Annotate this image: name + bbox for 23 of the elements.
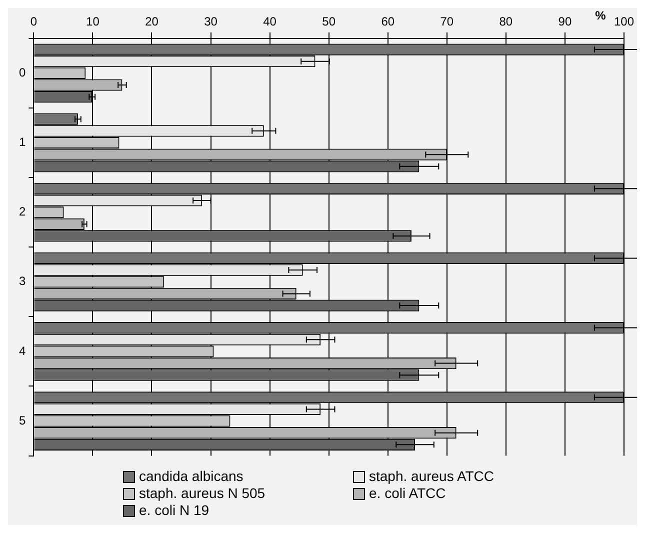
y-tick-label: 1 bbox=[18, 135, 26, 150]
legend-label: candida albicans bbox=[139, 468, 244, 485]
x-tick-label: 10 bbox=[86, 14, 100, 29]
x-tick-label: 50 bbox=[322, 14, 336, 29]
y-tick-label: 3 bbox=[18, 274, 26, 288]
legend-label: staph. aureus N 505 bbox=[139, 485, 266, 502]
legend-label: staph. aureus ATCC bbox=[369, 468, 494, 485]
x-tick-label: 20 bbox=[145, 14, 159, 29]
x-tick-label: 30 bbox=[204, 14, 218, 29]
x-tick-label: 90 bbox=[558, 14, 572, 29]
legend-label: e. coli N 19 bbox=[139, 502, 210, 519]
x-tick-label: 0 bbox=[30, 14, 38, 29]
x-tick-label: 70 bbox=[440, 14, 454, 29]
y-tick-label: 0 bbox=[18, 65, 26, 80]
x-tick-label: 100 bbox=[614, 14, 634, 29]
y-tick-label: 2 bbox=[18, 204, 26, 219]
x-tick-label: 80 bbox=[499, 14, 513, 29]
y-tick-label: 5 bbox=[18, 413, 26, 428]
y-tick-label: 4 bbox=[18, 344, 26, 358]
x-tick-label: 60 bbox=[381, 14, 395, 29]
x-tick-label: 40 bbox=[263, 14, 277, 29]
legend-label: e. coli ATCC bbox=[369, 485, 446, 502]
x-axis-title: % bbox=[595, 8, 606, 22]
